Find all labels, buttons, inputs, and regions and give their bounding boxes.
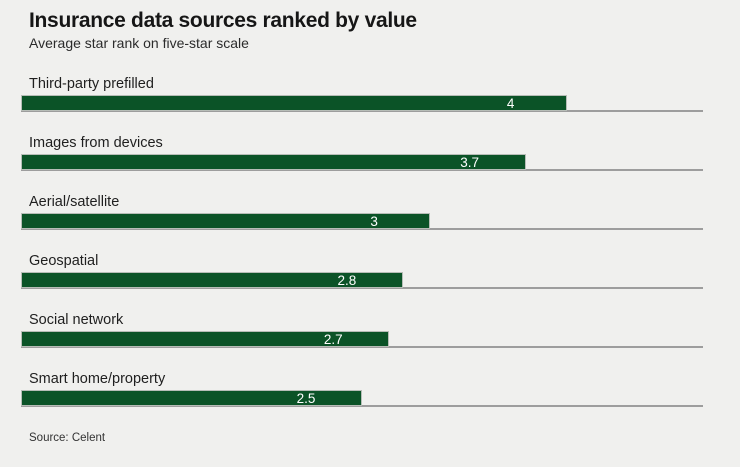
value-bar: 4	[21, 95, 567, 111]
bar-rows: Third-party prefilled 4 Images from devi…	[21, 77, 704, 407]
bar-track: 2.8	[21, 272, 703, 289]
category-label: Social network	[29, 312, 124, 328]
category-label: Third-party prefilled	[29, 76, 154, 92]
axis-baseline	[21, 110, 703, 112]
value-bar: 2.7	[21, 331, 390, 347]
bar-row: Aerial/satellite 3	[21, 195, 704, 230]
bar-row: Geospatial 2.8	[21, 254, 704, 289]
chart-title: Insurance data sources ranked by value	[29, 9, 417, 32]
axis-baseline	[21, 287, 703, 289]
bar-track: 3	[21, 213, 703, 230]
bar-track: 3.7	[21, 154, 703, 171]
category-label: Smart home/property	[29, 371, 166, 387]
bar-row: Third-party prefilled 4	[21, 77, 704, 112]
category-label: Aerial/satellite	[29, 194, 120, 210]
value-bar: 2.8	[21, 272, 403, 288]
axis-baseline	[21, 228, 703, 230]
axis-baseline	[21, 169, 703, 171]
value-label: 3	[370, 214, 378, 229]
value-bar: 2.5	[21, 390, 362, 406]
bar-track: 2.7	[21, 331, 703, 348]
axis-baseline	[21, 405, 703, 407]
value-label: 2.7	[323, 332, 343, 347]
chart-subtitle: Average star rank on five-star scale	[29, 35, 249, 51]
bar-row: Social network 2.7	[21, 313, 704, 348]
bar-track: 4	[21, 95, 703, 112]
value-bar: 3	[21, 213, 431, 229]
value-label: 4	[506, 96, 515, 111]
category-label: Geospatial	[29, 253, 99, 269]
category-label: Images from devices	[29, 135, 163, 151]
value-bar: 3.7	[21, 154, 526, 170]
bar-row: Images from devices 3.7	[21, 136, 704, 171]
value-label: 2.8	[337, 273, 357, 288]
bar-track: 2.5	[21, 390, 703, 407]
value-label: 2.5	[296, 391, 316, 406]
axis-baseline	[21, 346, 703, 348]
value-label: 3.7	[460, 155, 480, 170]
source-note: Source: Celent	[29, 432, 106, 444]
bar-row: Smart home/property 2.5	[21, 372, 704, 407]
